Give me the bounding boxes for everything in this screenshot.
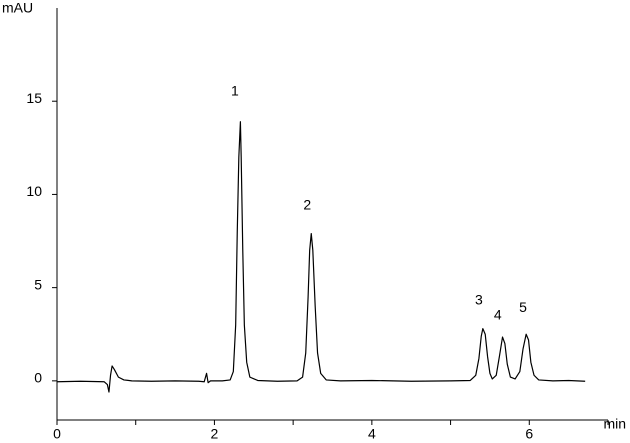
y-tick-label: 0: [34, 370, 42, 386]
x-tick-label: 0: [53, 426, 61, 442]
x-tick-label: 4: [368, 426, 376, 442]
y-tick-label: 10: [26, 183, 42, 199]
y-axis-label: mAU: [2, 0, 33, 16]
peak-label: 4: [494, 306, 502, 322]
x-tick-label: 2: [211, 426, 219, 442]
trace: [56, 121, 586, 393]
x-axis-label: min: [603, 416, 626, 432]
x-tick-label: 6: [525, 426, 533, 442]
peak-label: 1: [231, 83, 239, 99]
y-tick-label: 15: [26, 90, 42, 106]
peak-label: 2: [303, 196, 311, 212]
y-tick-label: 5: [34, 276, 42, 292]
peak-label: 3: [475, 291, 483, 307]
peak-label: 5: [519, 299, 527, 315]
